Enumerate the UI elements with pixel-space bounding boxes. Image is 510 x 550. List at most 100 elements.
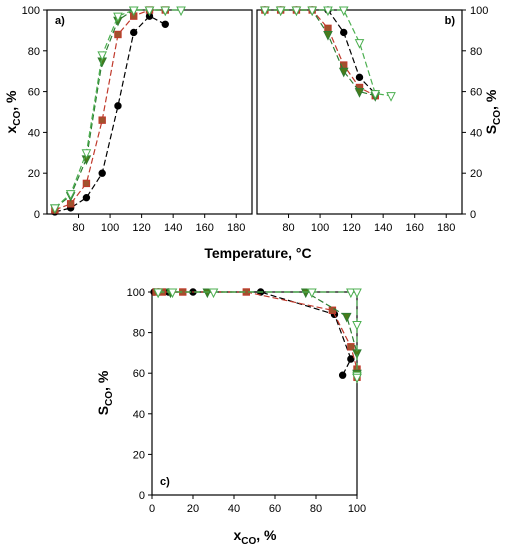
x-tick-label: 80: [72, 222, 84, 234]
data-point: [307, 6, 318, 17]
data-point: [338, 6, 349, 17]
series-2: [51, 6, 169, 214]
data-point: [338, 67, 349, 78]
data-point: [176, 6, 186, 17]
x-tick-label: 100: [101, 222, 119, 234]
x-tick-label: 20: [187, 503, 199, 515]
x-axis-title-main: x: [233, 527, 241, 543]
y-axis-title: xCO, %: [3, 90, 23, 134]
data-point: [65, 190, 76, 200]
data-point: [352, 373, 362, 384]
data-point: [260, 6, 270, 17]
data-point: [114, 102, 122, 110]
data-point: [370, 90, 381, 100]
data-point: [340, 28, 348, 37]
y-tick-label: 100: [127, 287, 145, 299]
y-tick-label: 0: [34, 209, 40, 221]
x-axis-title: xCO, %: [233, 527, 277, 547]
data-point: [352, 320, 362, 331]
series-line: [154, 291, 352, 376]
y-axis-title-main: S: [95, 406, 111, 415]
y-tick-label: 100: [470, 5, 488, 17]
y-tick-label: 40: [28, 127, 40, 139]
data-point: [324, 24, 332, 33]
y-tick-label: 60: [28, 87, 40, 99]
data-point: [128, 6, 139, 17]
data-point: [208, 288, 219, 299]
y-tick-label: 0: [139, 490, 145, 502]
x-tick-label: 140: [374, 222, 392, 234]
series-1: [150, 288, 355, 379]
y-axis-title: SCO, %: [483, 89, 503, 134]
data-point: [161, 20, 169, 28]
y-tick-label: 20: [470, 168, 482, 180]
data-point: [113, 12, 123, 23]
x-axis-title-unit: , %: [256, 527, 277, 543]
data-point: [275, 6, 286, 17]
y-axis-title-unit: , %: [3, 90, 19, 111]
data-point: [144, 6, 155, 17]
data-point: [347, 343, 355, 351]
series-3: [50, 6, 171, 214]
series-line: [264, 9, 376, 95]
plot-area-frame: [151, 291, 358, 496]
series-4: [153, 288, 362, 384]
y-tick-label: 100: [22, 5, 40, 17]
data-point: [82, 179, 91, 188]
y-tick-label: 80: [133, 328, 145, 340]
panel-b: 80 100 120 140 160 180 0 20 40 60 80 100 b) SCO, %: [256, 5, 503, 234]
data-point: [355, 73, 364, 82]
y-tick-label: 40: [133, 409, 145, 421]
x-tick-label: 120: [342, 222, 360, 234]
y-axis-title-main: S: [483, 125, 499, 134]
y-axis-title-sub: CO: [12, 110, 23, 125]
y-axis-title-unit: , %: [483, 89, 499, 110]
x-tick-label: 80: [282, 222, 294, 234]
x-tick-label: 160: [196, 222, 214, 234]
y-tick-label: 80: [28, 46, 40, 58]
data-point: [323, 6, 333, 17]
series-1: [261, 6, 379, 98]
data-point: [130, 28, 138, 37]
x-tick-label: 100: [311, 222, 329, 234]
data-point: [341, 312, 352, 323]
series-2: [152, 288, 361, 381]
y-tick-label: 60: [470, 87, 482, 99]
y-tick-label: 0: [470, 209, 476, 221]
data-point: [202, 288, 213, 299]
x-tick-label: 60: [269, 503, 281, 515]
series-2: [261, 6, 379, 100]
panel-label: a): [55, 15, 65, 27]
y-axis-title-unit: , %: [95, 370, 111, 391]
data-point: [82, 193, 91, 202]
x-axis-title-sub: CO: [241, 536, 256, 547]
data-point: [81, 149, 92, 159]
y-tick-label: 20: [133, 449, 145, 461]
data-point: [50, 204, 60, 214]
y-tick-label: 80: [470, 46, 482, 58]
plot-area-frame: [46, 9, 253, 215]
series-line: [264, 9, 392, 97]
data-point: [167, 288, 178, 299]
y-tick-label: 20: [28, 168, 40, 180]
series-3: [153, 288, 362, 384]
data-point: [328, 306, 337, 314]
data-point: [323, 30, 333, 41]
panel-a: 80 100 120 140 160 180 0 20 40 60 80 100 a) xCO, %: [3, 5, 253, 234]
plot-area-frame: [256, 9, 463, 215]
x-tick-label: 80: [310, 503, 322, 515]
series-4: [50, 6, 186, 214]
x-tick-label: 160: [406, 222, 424, 234]
x-tick-label: 0: [149, 503, 155, 515]
x-tick-label: 140: [164, 222, 182, 234]
series-line: [54, 15, 166, 213]
x-tick-label: 100: [348, 503, 366, 515]
y-axis-title-main: x: [3, 126, 19, 134]
y-axis-title-sub: CO: [104, 391, 115, 406]
data-point: [98, 116, 106, 124]
series-line: [264, 9, 376, 97]
series-line: [158, 291, 358, 378]
series-1: [51, 12, 169, 216]
data-point: [352, 288, 362, 299]
